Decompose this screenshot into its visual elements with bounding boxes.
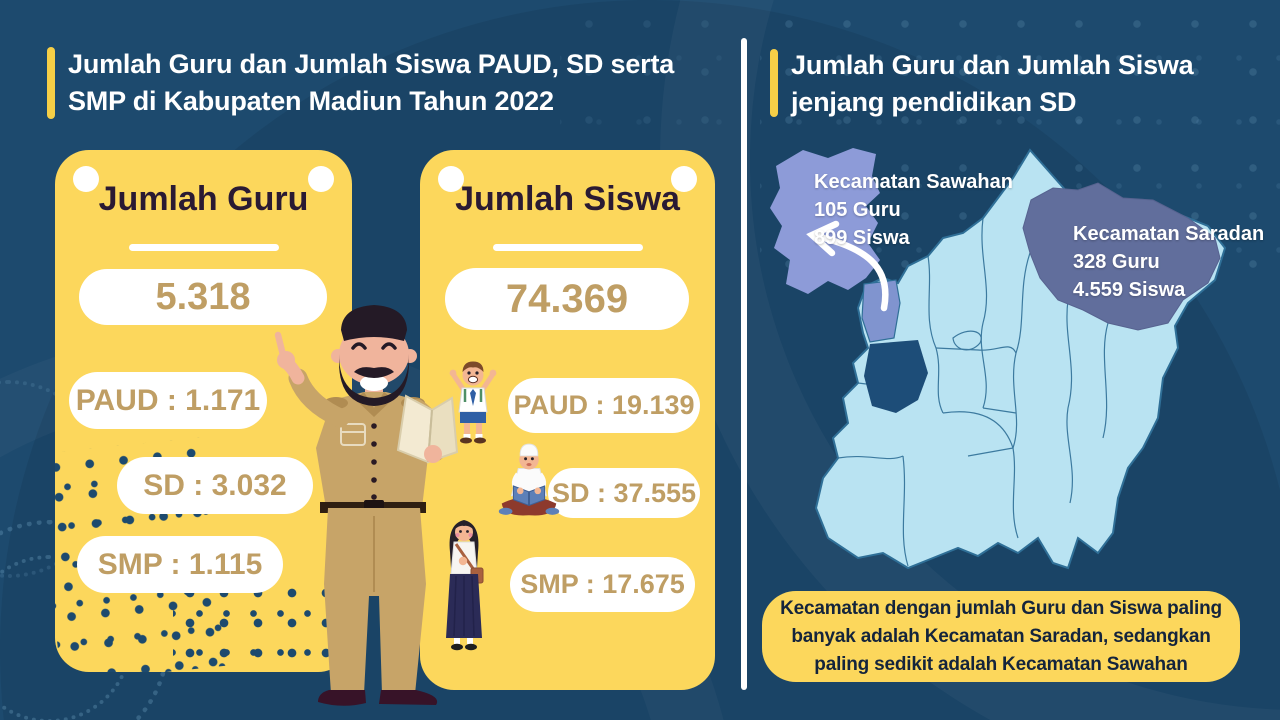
saradan-callout: Kecamatan Saradan 328 Guru 4.559 Siswa (1073, 220, 1264, 304)
guru-paud-pill: PAUD : 1.171 (69, 372, 267, 429)
guru-smp-pill: SMP : 1.115 (77, 536, 283, 593)
conclusion-note-text: Kecamatan dengan jumlah Guru dan Siswa p… (780, 597, 1222, 675)
teacher-body (316, 380, 438, 706)
sawahan-region-enlarged (770, 148, 880, 294)
siswa-card-title: Jumlah Siswa (455, 180, 680, 218)
siswa-smp-pill: SMP : 17.675 (510, 557, 695, 612)
guru-total-pill: 5.318 (79, 269, 327, 325)
right-panel-title: Jumlah Guru dan Jumlah Siswa jenjang pen… (791, 50, 1194, 117)
madiun-map (770, 148, 1227, 570)
card-title-underline (128, 244, 279, 251)
teacher-raised-arm (274, 331, 350, 428)
cheering-boy-illustration (449, 361, 497, 444)
guru-sd-pill: SD : 3.032 (117, 457, 313, 514)
kecamatan-boundaries (837, 217, 1109, 567)
card-pin-circle (438, 166, 464, 192)
sawahan-callout-siswa: 899 Siswa (814, 227, 910, 249)
siswa-paud-pill: PAUD : 19.139 (508, 378, 700, 433)
sawahan-callout: Kecamatan Sawahan 105 Guru 899 Siswa (814, 168, 1013, 252)
standing-girl-illustration (446, 520, 484, 651)
reading-boy-illustration (498, 443, 560, 516)
saradan-callout-name: Kecamatan Saradan (1073, 223, 1265, 245)
guru-card-title: Jumlah Guru (98, 180, 309, 218)
title-accent-bar (47, 47, 55, 119)
siswa-sd-pill: SD : 37.555 (548, 468, 700, 518)
sawahan-callout-name: Kecamatan Sawahan (814, 171, 1013, 193)
conclusion-note-box: Kecamatan dengan jumlah Guru dan Siswa p… (762, 591, 1240, 682)
title-accent-bar (770, 49, 778, 117)
card-pin-circle (671, 166, 697, 192)
teacher-book-arm (396, 394, 459, 464)
teacher-with-book-illustration (274, 305, 459, 706)
saradan-callout-siswa: 4.559 Siswa (1073, 279, 1186, 301)
section-divider (741, 38, 747, 690)
curved-arrow (806, 220, 889, 312)
card-title-underline (492, 244, 643, 251)
dark-kecamatan-region (864, 340, 928, 413)
siswa-total-pill: 74.369 (445, 268, 689, 330)
card-pin-circle (308, 166, 334, 192)
left-panel-title: Jumlah Guru dan Jumlah Siswa PAUD, SD se… (68, 49, 675, 116)
sawahan-callout-guru: 105 Guru (814, 199, 901, 221)
saradan-region (1022, 182, 1221, 331)
teacher-head (331, 305, 417, 406)
sawahan-region (861, 279, 901, 343)
saradan-callout-guru: 328 Guru (1073, 251, 1160, 273)
card-pin-circle (73, 166, 99, 192)
